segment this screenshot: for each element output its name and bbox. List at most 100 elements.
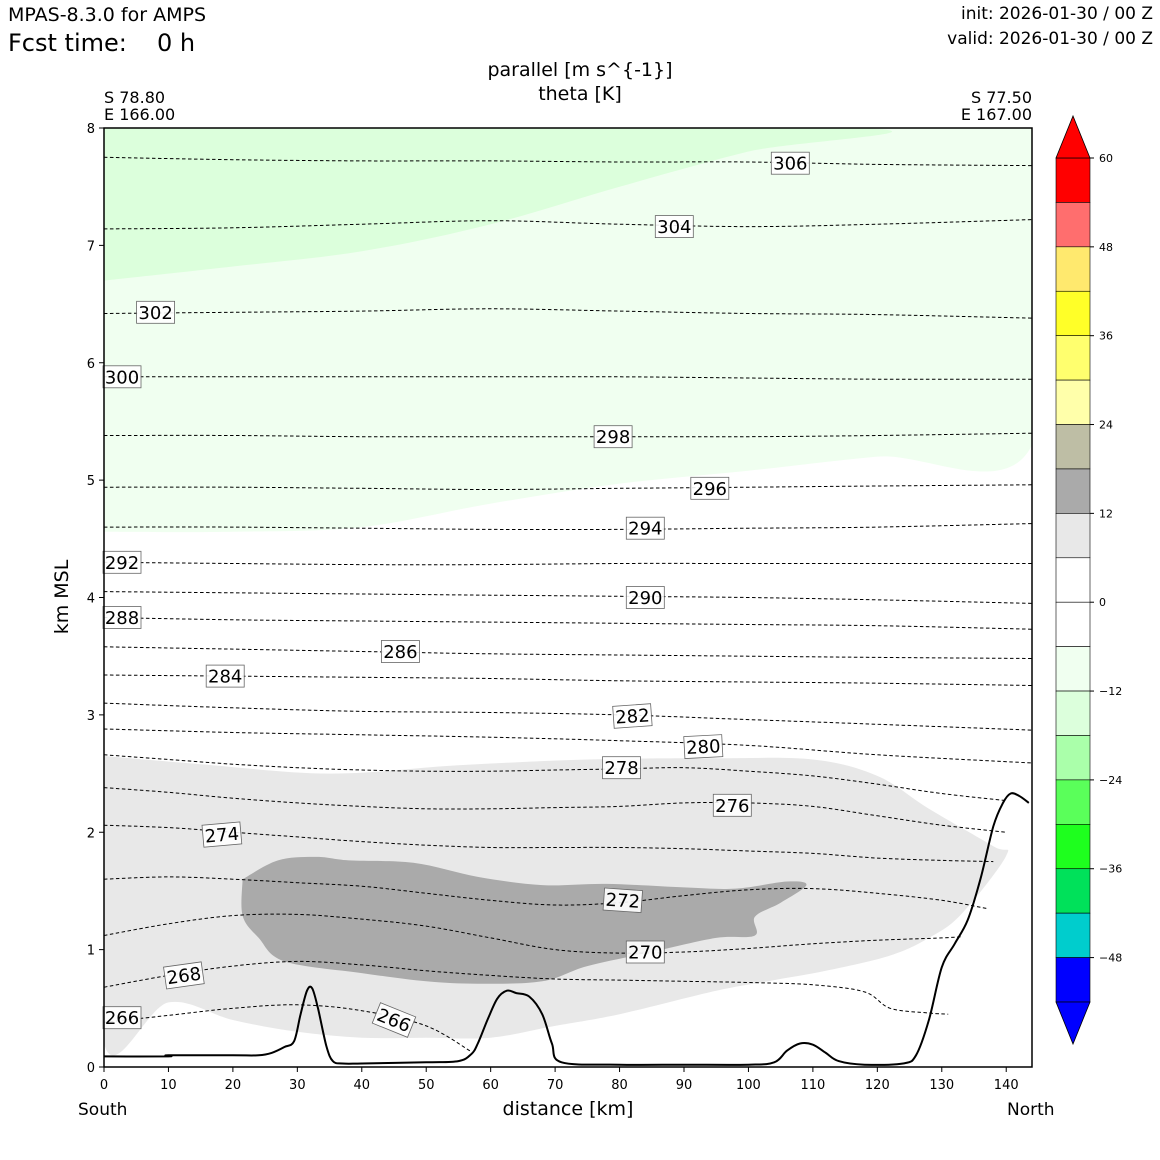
isentrope-280	[104, 728, 1032, 764]
valid-time: valid: 2026-01-30 / 00 Z	[947, 29, 1153, 49]
x-tick-label-60: 60	[482, 1078, 499, 1093]
contour-label-text: 282	[615, 705, 651, 728]
filled-region-1	[104, 128, 892, 281]
y-tick-label-6: 6	[87, 357, 95, 372]
y-tick-label-4: 4	[87, 592, 95, 607]
contour-label-text: 302	[138, 303, 172, 324]
colorbar-segment-0	[1055, 157, 1091, 203]
isentrope-304	[104, 219, 1032, 230]
colorbar-tick-label-8: −36	[1099, 863, 1122, 876]
colorbar-extend-max	[1055, 114, 1091, 159]
terrain-profile	[104, 792, 1030, 1066]
contour-label-text: 304	[657, 217, 691, 238]
y-tick-label-0: 0	[87, 1061, 95, 1076]
isentrope-276	[104, 787, 1007, 833]
contour-label-278-14: 278	[602, 756, 641, 779]
contour-label-306-0: 306	[770, 151, 810, 175]
right-endpoint-lon: E 167.00	[960, 105, 1032, 124]
isentrope-284	[104, 674, 1032, 686]
x-tick-label-20: 20	[225, 1078, 242, 1093]
colorbar-segment-12	[1055, 690, 1091, 736]
colorbar-segment-13	[1055, 735, 1091, 781]
contour-label-300-3: 300	[102, 365, 142, 388]
colorbar-tick-label-4: 12	[1099, 507, 1113, 520]
y-tick-label-5: 5	[87, 474, 95, 489]
contour-label-298-4: 298	[593, 425, 633, 448]
contour-label-274-16: 274	[201, 821, 243, 848]
contour-label-text: 274	[204, 824, 240, 848]
contour-label-text: 294	[628, 519, 662, 540]
contour-label-text: 272	[605, 890, 641, 913]
colorbar: 60 48 36 24 12 0 −12 −24 −36 −48	[1055, 114, 1122, 1046]
contour-label-294-6: 294	[625, 516, 665, 540]
contour-label-302-2: 302	[136, 300, 176, 324]
colorbar-tick-label-6: −12	[1099, 685, 1122, 698]
y-tick-label-1: 1	[87, 944, 95, 959]
north-label: North	[1007, 1100, 1055, 1120]
colorbar-tick-label-9: −48	[1099, 952, 1122, 965]
colorbar-tick-label-0: 60	[1099, 152, 1113, 165]
contour-label-296-5: 296	[690, 476, 730, 500]
x-tick-label-10: 10	[160, 1078, 177, 1093]
isentrope-270	[104, 913, 962, 954]
contour-label-text: 266	[105, 1008, 139, 1029]
contour-label-290-8: 290	[625, 586, 665, 609]
contour-label-292-7: 292	[102, 550, 142, 574]
contour-label-text: 306	[773, 154, 807, 175]
colorbar-segment-1	[1055, 202, 1091, 248]
colorbar-segment-4	[1055, 335, 1091, 381]
contour-label-text: 270	[628, 943, 662, 964]
contour-label-304-1: 304	[654, 215, 694, 238]
y-tick-label-3: 3	[87, 709, 95, 724]
x-tick-label-100: 100	[736, 1078, 761, 1093]
isentrope-292	[104, 561, 1032, 566]
contour-label-282-12: 282	[612, 703, 653, 729]
left-endpoint-lon: E 166.00	[104, 105, 176, 124]
model-name: MPAS-8.3.0 for AMPS	[8, 4, 207, 26]
x-tick-label-130: 130	[929, 1078, 954, 1093]
colorbar-segment-3	[1055, 290, 1091, 336]
colorbar-segment-10	[1055, 601, 1091, 647]
x-tick-label-120: 120	[865, 1078, 890, 1093]
colorbar-tick-label-5: 0	[1099, 596, 1106, 609]
colorbar-segment-15	[1055, 824, 1091, 870]
colorbar-segment-5	[1055, 379, 1091, 425]
colorbar-segment-16	[1055, 868, 1091, 914]
x-axis-label: distance [km]	[502, 1098, 634, 1120]
contour-label-text: 284	[208, 667, 242, 688]
contour-label-284-11: 284	[205, 664, 245, 688]
forecast-time-label: Fcst time:	[8, 29, 127, 57]
x-tick-label-140: 140	[994, 1078, 1019, 1093]
isentrope-300	[104, 376, 1032, 380]
x-tick-label-80: 80	[611, 1078, 628, 1093]
isentrope-296	[104, 484, 1032, 491]
isentrope-294	[104, 523, 1032, 531]
contour-label-text: 286	[383, 642, 417, 663]
isentrope-290	[104, 591, 1032, 604]
chart-title-theta: theta [K]	[538, 83, 622, 105]
isentrope-274	[104, 824, 994, 863]
isentrope-268	[104, 960, 949, 1015]
contour-label-266-21: 266	[102, 1006, 142, 1029]
colorbar-segment-18	[1055, 957, 1091, 1003]
x-tick-label-110: 110	[800, 1078, 825, 1093]
contour-label-text: 298	[596, 427, 630, 448]
init-time: init: 2026-01-30 / 00 Z	[960, 4, 1153, 24]
colorbar-segment-9	[1055, 557, 1091, 603]
y-tick-label-2: 2	[87, 826, 95, 841]
contour-label-text: 288	[105, 608, 139, 629]
isentrope-298	[104, 432, 1032, 438]
x-tick-label-40: 40	[354, 1078, 371, 1093]
colorbar-tick-label-1: 48	[1099, 241, 1113, 254]
isentrope-282	[104, 702, 1032, 731]
contour-label-288-9: 288	[102, 606, 142, 629]
isentrope-288	[104, 617, 1032, 630]
isentrope-266	[104, 1004, 472, 1053]
isentrope-278	[104, 754, 1007, 802]
colorbar-segment-17	[1055, 912, 1091, 958]
x-tick-label-0: 0	[100, 1078, 108, 1093]
colorbar-segment-7	[1055, 468, 1091, 514]
isentrope-286	[104, 646, 1032, 659]
contour-label-text: 300	[105, 367, 139, 388]
